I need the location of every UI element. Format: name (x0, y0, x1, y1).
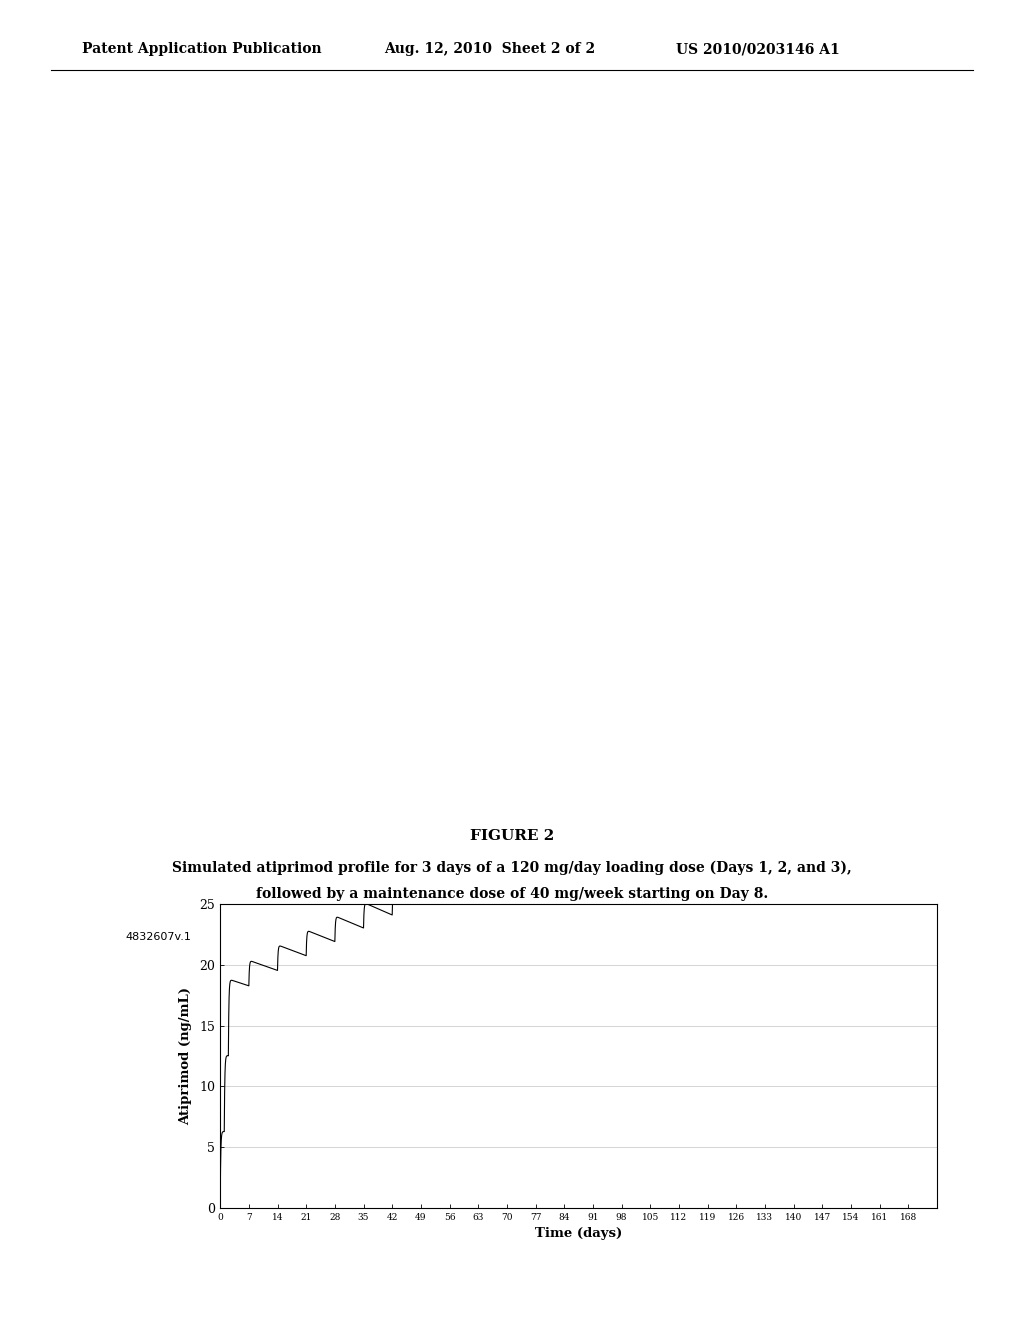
Text: US 2010/0203146 A1: US 2010/0203146 A1 (676, 42, 840, 57)
X-axis label: Time (days): Time (days) (535, 1228, 623, 1241)
Text: 4832607v.1: 4832607v.1 (126, 932, 191, 942)
Y-axis label: Atiprimod (ng/mL): Atiprimod (ng/mL) (179, 987, 193, 1125)
Text: Aug. 12, 2010  Sheet 2 of 2: Aug. 12, 2010 Sheet 2 of 2 (384, 42, 595, 57)
Text: FIGURE 2: FIGURE 2 (470, 829, 554, 843)
Text: Simulated atiprimod profile for 3 days of a 120 mg/day loading dose (Days 1, 2, : Simulated atiprimod profile for 3 days o… (172, 861, 852, 875)
Text: Patent Application Publication: Patent Application Publication (82, 42, 322, 57)
Text: followed by a maintenance dose of 40 mg/week starting on Day 8.: followed by a maintenance dose of 40 mg/… (256, 887, 768, 902)
